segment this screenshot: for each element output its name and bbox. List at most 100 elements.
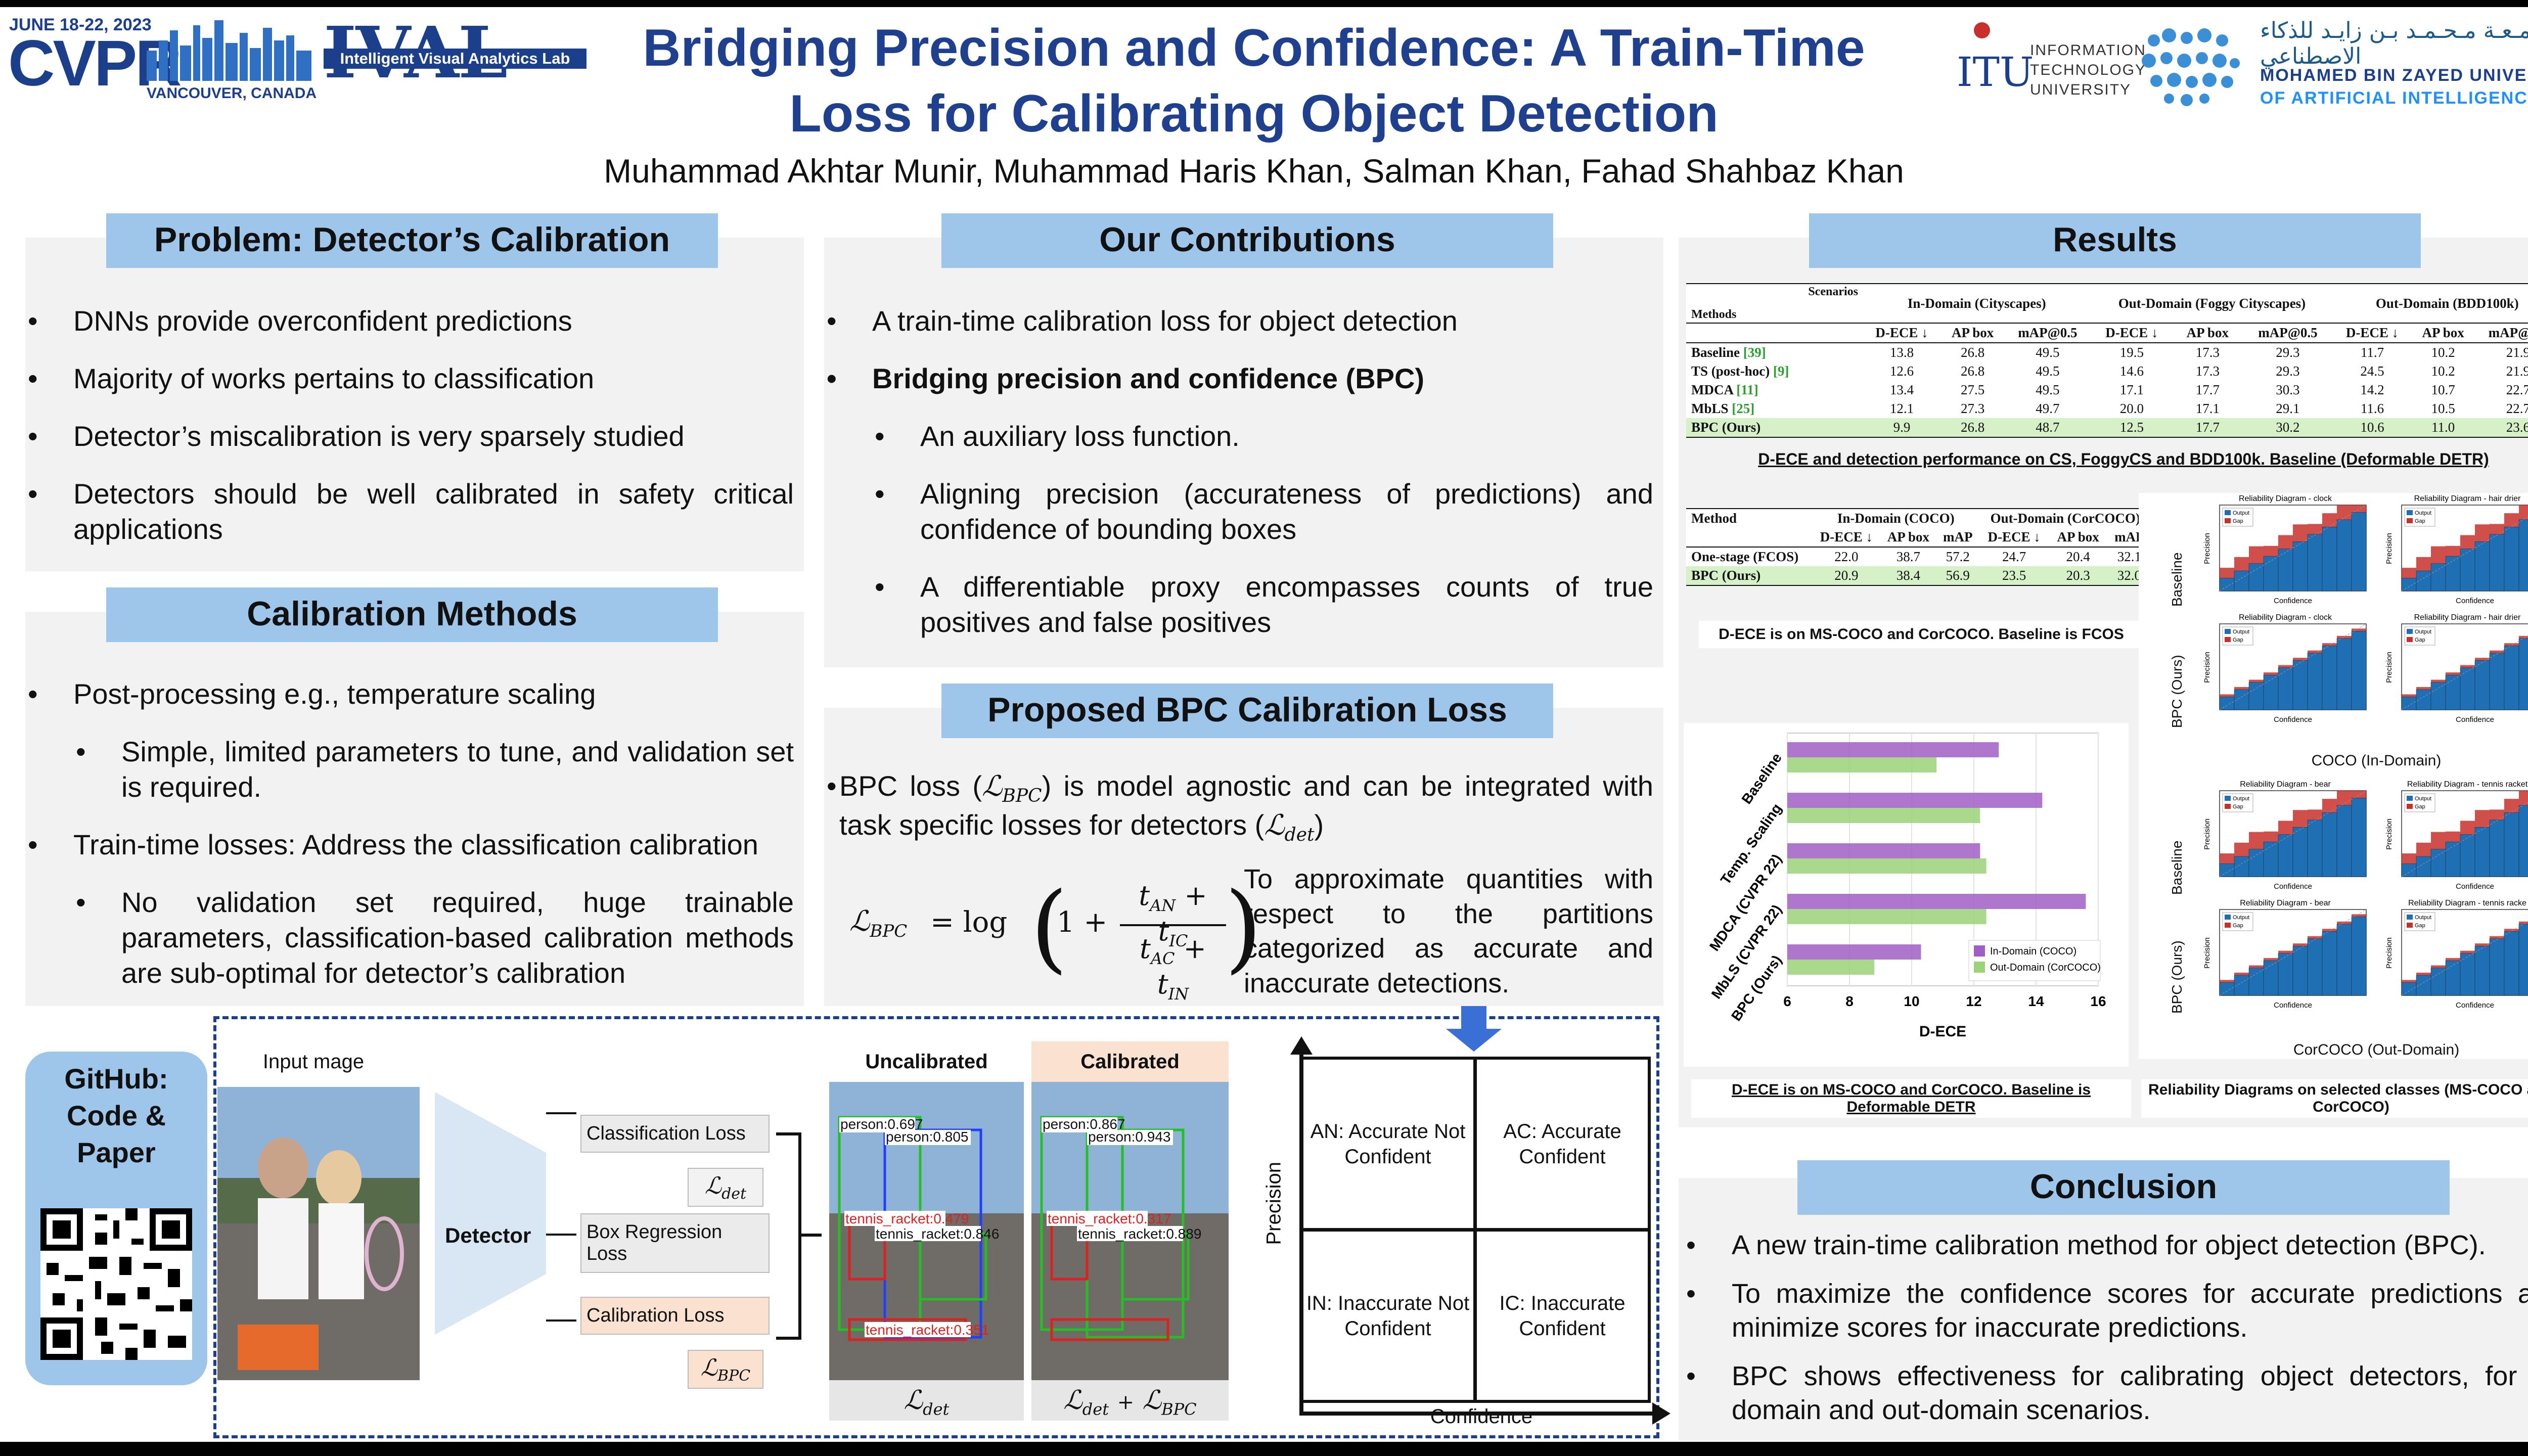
t1-row-name: TS (post-hoc) [9]: [1691, 363, 1789, 379]
citation: [25]: [1732, 401, 1755, 416]
title-line-2: Loss for Calibrating Object Detection: [789, 84, 1719, 143]
den-b: t: [1157, 968, 1168, 1000]
qr-code-icon[interactable]: [40, 1208, 192, 1360]
chart-tick-label: 8: [1845, 993, 1854, 1009]
reliability-output-bar: [2430, 563, 2446, 592]
reliability-output-bar: [2460, 953, 2475, 996]
problem-bullet: Detector’s miscalibration is very sparse…: [25, 419, 794, 454]
formula-paren-left: (: [1030, 872, 1068, 983]
reliability-gap-bar: [2402, 853, 2416, 864]
problem-bullet: DNNs provide overconfident predictions: [25, 303, 794, 339]
reliability-output-bar: [2430, 849, 2446, 877]
reliability-output-bar: [2430, 682, 2446, 710]
bpc-loss-text: BPC loss (ℒBPC) is model agnostic and ca…: [824, 768, 1653, 869]
reliability-gap-bar: [2234, 687, 2249, 690]
reliability-gap-bar: [2475, 810, 2490, 828]
det-loss-sub: det: [1284, 825, 1315, 846]
table-cell: 10.5: [2431, 401, 2455, 416]
t2-row-name: BPC (Ours): [1686, 566, 1813, 585]
uncal-caption-symbol: ℒ: [904, 1385, 923, 1416]
input-image-label: Input mage: [238, 1041, 389, 1082]
reliability-output-bar: [2351, 798, 2367, 877]
reliability-x-label: Confidence: [2274, 597, 2312, 605]
legend-label: Gap: [2233, 923, 2243, 929]
reliability-output-bar: [2336, 805, 2352, 877]
t1-group: In-Domain (Cityscapes): [1907, 295, 2046, 311]
rel-group-coco: COCO (In-Domain): [2311, 752, 2442, 769]
legend-label: Gap: [2415, 804, 2425, 810]
reliability-output-bar: [2474, 541, 2490, 592]
reliability-output-bar: [2292, 827, 2308, 877]
title-line-1: Bridging Precision and Confidence: A Tra…: [643, 19, 1865, 77]
reliability-output-bar: [2401, 697, 2417, 710]
reliability-gap-bar: [2264, 672, 2278, 675]
reliability-output-bar: [2234, 975, 2249, 996]
legend-label: Output: [2415, 629, 2431, 635]
t1-col-header: AP box: [2186, 325, 2229, 340]
legend-swatch-output: [2225, 510, 2231, 515]
conclusion-bullet: To maximize the confidence scores for ac…: [1684, 1277, 2528, 1345]
reliability-caption: Reliability Diagrams on selected classes…: [2141, 1079, 2528, 1118]
reliability-output-bar: [2292, 660, 2308, 710]
chart-bar: [1787, 909, 1987, 924]
den-b-sub: IN: [1168, 984, 1189, 1004]
cal-caption-det-sub: det: [1082, 1399, 1109, 1419]
table-row: MbLS [25] 12.1 27.3 49.7 20.0 17.1 29.1 11.6 10.…: [1686, 399, 2528, 418]
legend-swatch-gap: [2225, 923, 2231, 928]
reliability-gap-bar: [2278, 665, 2293, 668]
uncal-det-label: tennis_racket:0.846: [876, 1226, 1000, 1242]
rel-row-label-bpc: BPC (Ours): [2169, 940, 2185, 1014]
table-row: TS (post-hoc) [9] 12.6 26.8 49.5 14.6 17.3 29.…: [1686, 362, 2528, 381]
reliability-output-bar: [2460, 667, 2475, 710]
legend-swatch-output: [2225, 915, 2231, 920]
t2-method-label: Method: [1691, 511, 1737, 526]
bpc-formula: ℒBPC = log ( 1 + tAN + tIC tAC + tIN ): [844, 870, 1262, 1004]
reliability-output-bar: [2489, 534, 2505, 592]
reliability-output-bar: [2336, 519, 2352, 592]
reliability-output-bar: [2416, 975, 2431, 996]
problem-bullet: Majority of works pertains to classifica…: [25, 361, 794, 396]
table-cell: 49.5: [2036, 345, 2060, 360]
uncal-caption-sub: det: [923, 1399, 950, 1419]
formula-eq: = log: [930, 906, 1008, 939]
reliability-gap-bar: [2234, 557, 2249, 571]
t1-head-blank: [1686, 323, 1863, 343]
contribution-bullet: Bridging precision and confidence (BPC): [824, 361, 1653, 396]
reliability-gap-bar: [2504, 513, 2519, 527]
quadrant-x-label: Confidence: [1430, 1405, 1533, 1428]
github-label[interactable]: GitHub: Code & Paper: [64, 1063, 168, 1168]
table-row: BPC (Ours) 9.9 26.8 48.7 12.5 17.7 30.2 10.6 11.…: [1686, 418, 2528, 437]
top-border: [0, 0, 2528, 7]
bpc-loss-bullet: BPC loss (ℒBPC) is model agnostic and ca…: [824, 768, 1653, 846]
formula-fraction-bar: [1120, 924, 1226, 926]
detector-label: Detector: [445, 1223, 531, 1247]
table-row: One-stage (FCOS) 22.0 38.7 57.2 24.7 20.4 32.1: [1686, 547, 2151, 566]
table-cell: 20.4: [2066, 549, 2090, 564]
table-cell: 11.0: [2411, 418, 2475, 437]
poster-title: Bridging Precision and Confidence: A Tra…: [597, 15, 1911, 147]
reliability-diagonal: [2401, 635, 2528, 710]
reliability-output-bar: [2322, 931, 2337, 996]
table-cell: 57.2: [1946, 549, 1970, 564]
reliability-gap-bar: [2490, 524, 2504, 534]
table-cell: 20.3: [2049, 566, 2107, 585]
cal-det-label: tennis_racket:0.889: [1078, 1226, 1202, 1242]
reliability-gap-bar: [2322, 799, 2337, 813]
reliability-gap-bar: [2490, 936, 2504, 939]
table-row: MDCA [11] 13.4 27.5 49.5 17.1 17.7 30.3 14.2 10.…: [1686, 381, 2528, 399]
reliability-diagram: Reliability Diagram - tennis racket Outpu…: [2385, 780, 2528, 891]
reliability-title: Reliability Diagram - hair drier: [2414, 494, 2521, 503]
table-cell: 9.9: [1863, 418, 1941, 437]
table-cell: 27.3: [1961, 401, 1985, 416]
legend-swatch-output: [2407, 510, 2413, 515]
bpc-text-pre: BPC loss (: [839, 770, 982, 802]
quadrant-in: IN: Inaccurate Not Confident: [1299, 1228, 1476, 1403]
reliability-gap-bar: [2220, 853, 2234, 864]
box-regression-loss-box: Box Regression Loss: [580, 1213, 770, 1273]
reliability-gap-bar: [2352, 791, 2366, 798]
legend-swatch-output: [2225, 629, 2231, 634]
mbzuai-name-1: MOHAMED BIN ZAYED UNIVERSITY: [2260, 66, 2528, 85]
reliability-gap-bar: [2220, 980, 2234, 983]
reliability-output-bar: [2336, 924, 2352, 996]
calibrated-label: Calibrated: [1031, 1041, 1229, 1082]
